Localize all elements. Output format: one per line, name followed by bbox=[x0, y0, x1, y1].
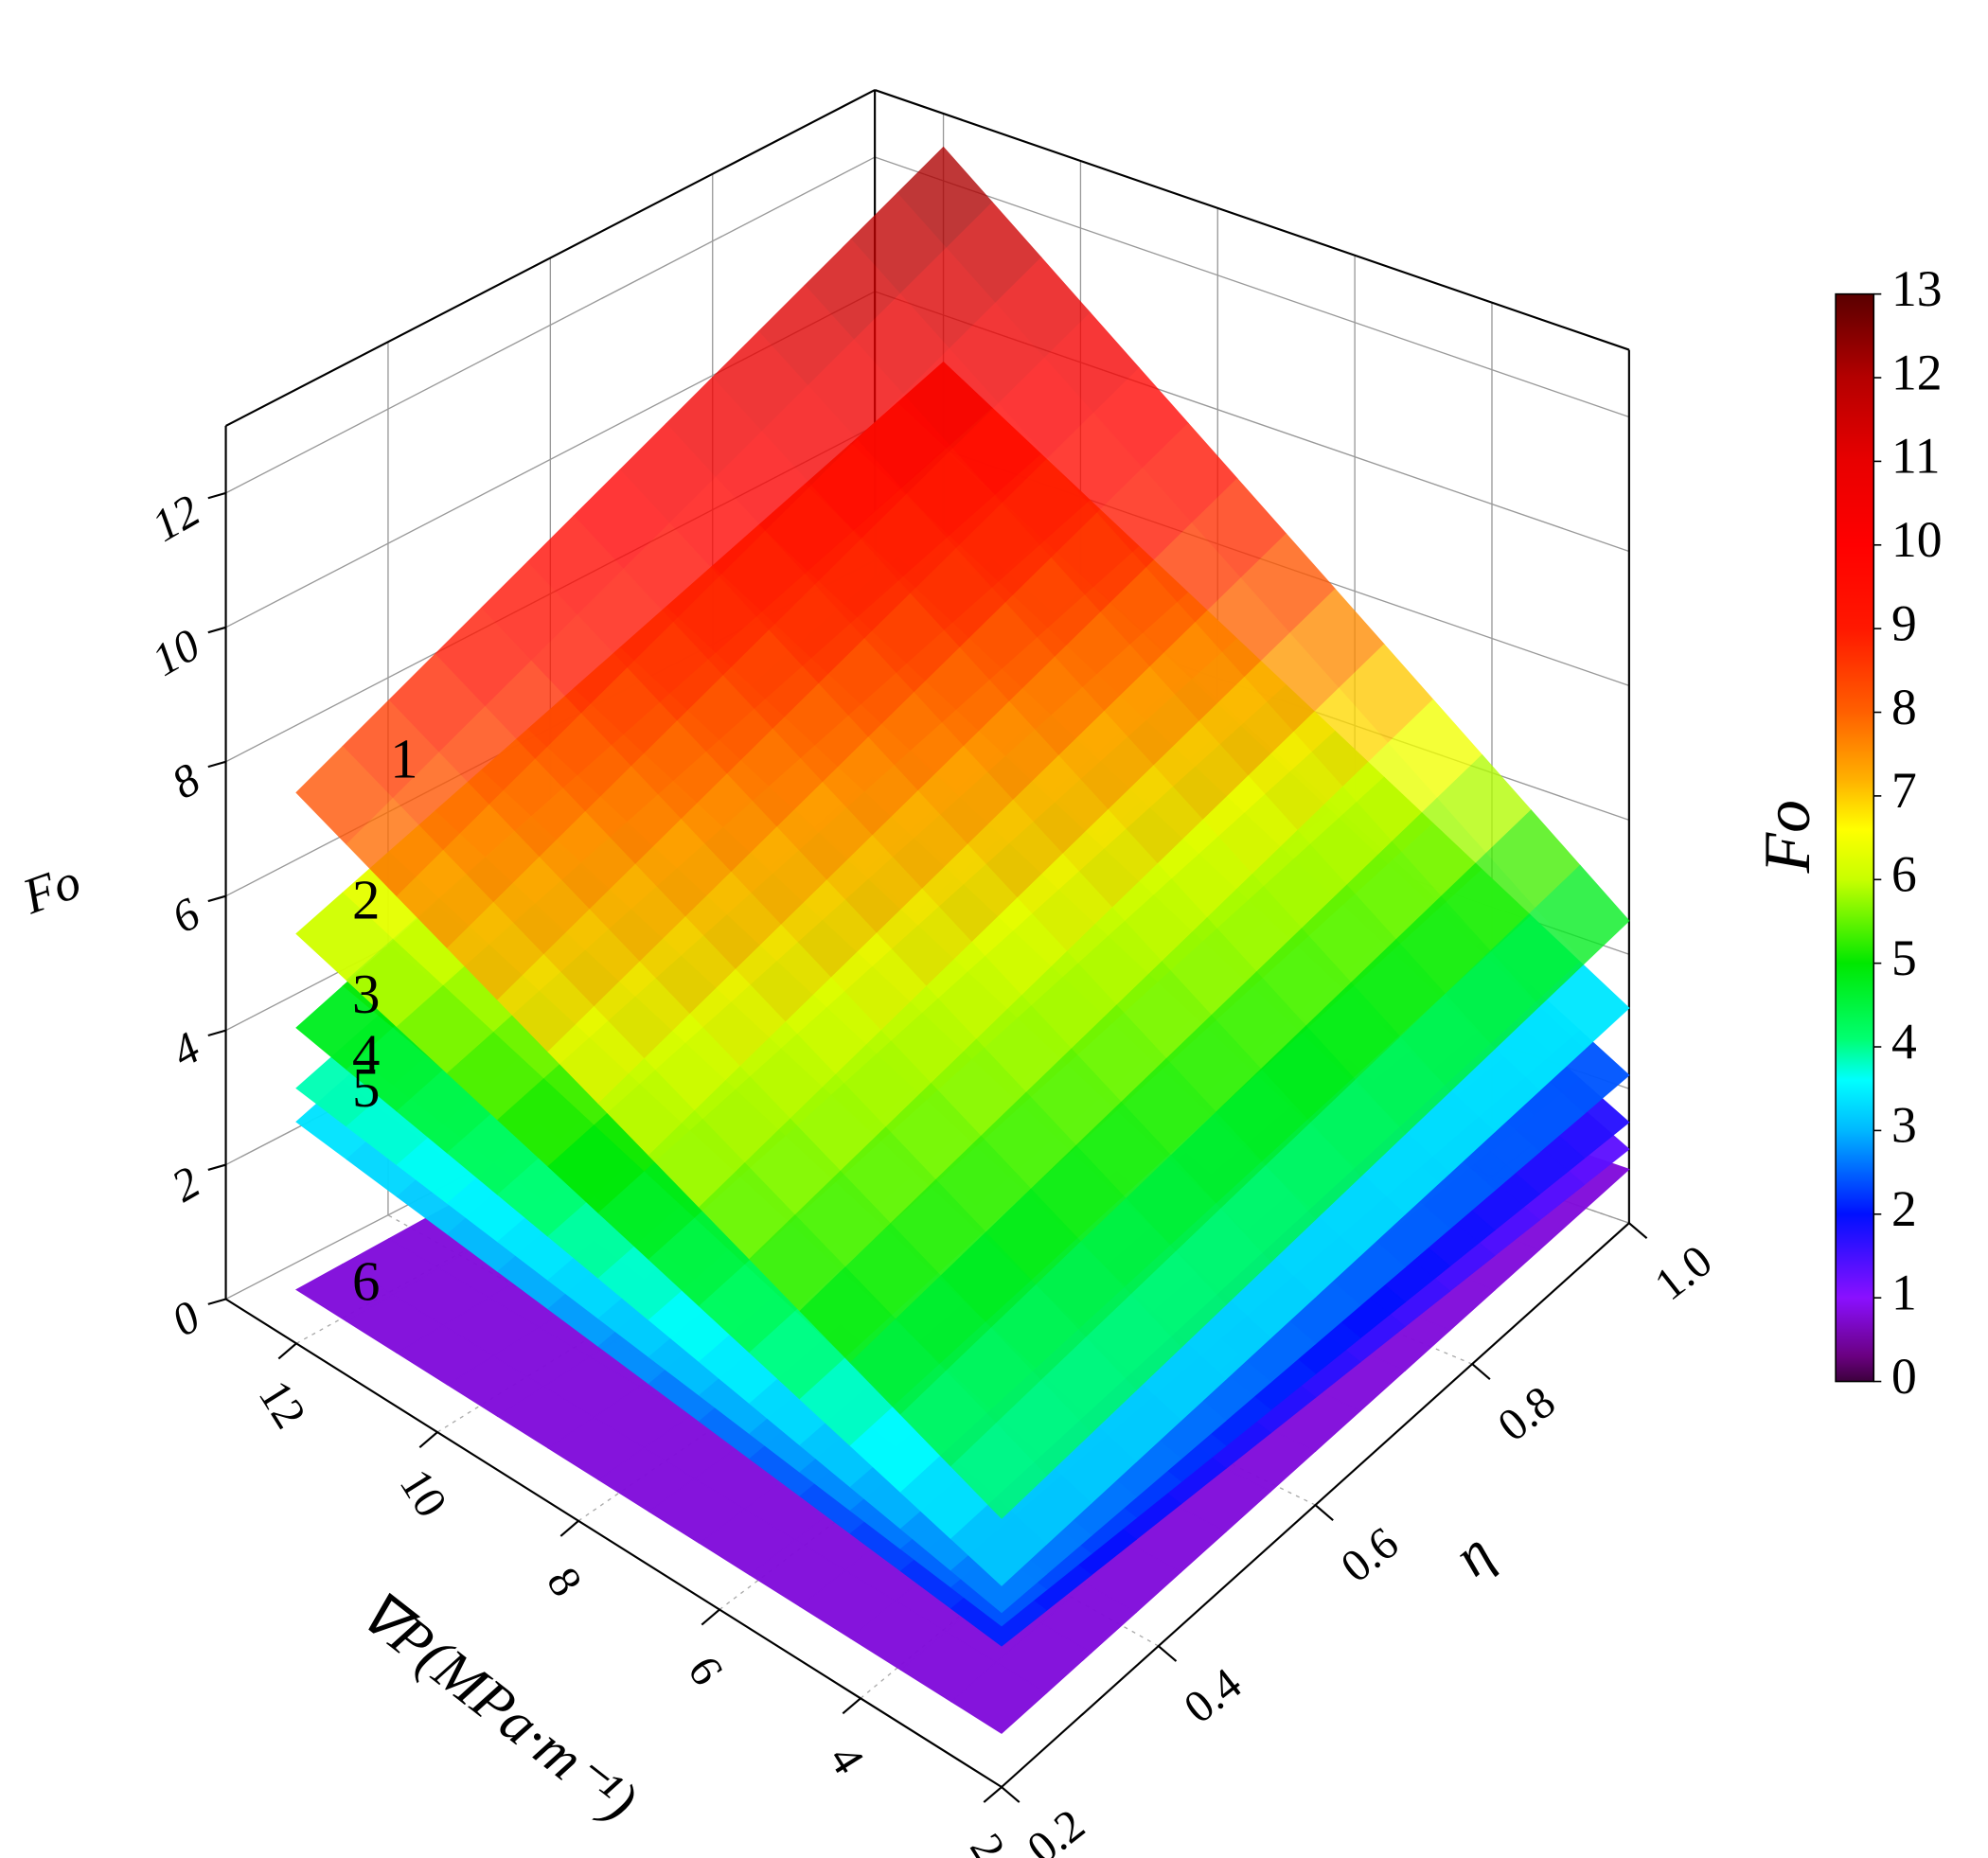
surfaces bbox=[294, 146, 1630, 1734]
z-tick-label: 12 bbox=[144, 486, 208, 552]
x-tick-label: 6 bbox=[678, 1648, 733, 1694]
x-tick-label: 12 bbox=[249, 1371, 315, 1437]
tick-mark bbox=[1314, 1504, 1334, 1521]
z-tick-label: 0 bbox=[164, 1291, 208, 1346]
y-tick-label: 0.6 bbox=[1332, 1517, 1408, 1592]
surface-label: 2 bbox=[352, 870, 380, 931]
y-tick-label: 0.8 bbox=[1489, 1376, 1565, 1451]
tick-mark bbox=[277, 1342, 297, 1360]
surface-label: 1 bbox=[390, 728, 417, 789]
tick-mark bbox=[207, 491, 226, 500]
z-axis-label: Fo bbox=[14, 852, 87, 925]
x-tick-label: 10 bbox=[390, 1460, 456, 1526]
colorbar-tick-label: 2 bbox=[1891, 1180, 1917, 1237]
tick-mark bbox=[207, 626, 226, 634]
x-tick-label: 4 bbox=[819, 1737, 874, 1783]
y-tick-label: 1.0 bbox=[1645, 1235, 1721, 1310]
tick-mark bbox=[207, 1029, 226, 1037]
tick-mark bbox=[207, 1298, 226, 1305]
tick-mark bbox=[207, 760, 226, 769]
colorbar-tick-label: 7 bbox=[1891, 762, 1917, 819]
tick-mark bbox=[207, 1163, 226, 1171]
grid-line bbox=[225, 156, 876, 494]
tick-mark bbox=[207, 894, 226, 903]
colorbar-tick-label: 9 bbox=[1891, 594, 1917, 651]
axis-line bbox=[224, 1298, 1003, 1788]
colorbar-tick-label: 11 bbox=[1891, 428, 1941, 485]
z-tick-label: 4 bbox=[164, 1023, 208, 1078]
surface-label: 6 bbox=[352, 1250, 380, 1312]
colorbar-tick-label: 13 bbox=[1891, 260, 1943, 317]
axis-line bbox=[225, 89, 876, 427]
colorbar-tick-label: 0 bbox=[1891, 1348, 1917, 1405]
surface-label: 3 bbox=[352, 964, 380, 1025]
tick-mark bbox=[1471, 1363, 1491, 1380]
colorbar-tick-label: 6 bbox=[1891, 846, 1917, 903]
y-axis-label: η bbox=[1442, 1521, 1505, 1589]
y-tick-label: 0.2 bbox=[1019, 1799, 1094, 1858]
x-tick-label: 2 bbox=[960, 1825, 1015, 1858]
colorbar bbox=[1835, 292, 1875, 1383]
colorbar-tick-label: 8 bbox=[1891, 679, 1917, 735]
tick-mark bbox=[1158, 1645, 1178, 1662]
tick-mark bbox=[1628, 1222, 1648, 1240]
colorbar-label: Fo bbox=[1751, 800, 1824, 874]
z-tick-label: 8 bbox=[164, 754, 208, 809]
surface bbox=[295, 146, 1630, 1519]
surface-label: 4 bbox=[352, 1024, 380, 1086]
colorbar-tick-label: 4 bbox=[1891, 1013, 1917, 1070]
axis-line bbox=[874, 89, 1630, 351]
colorbar-tick-label: 3 bbox=[1891, 1097, 1917, 1154]
tick-mark bbox=[701, 1608, 720, 1626]
colorbar-tick-label: 12 bbox=[1891, 344, 1943, 400]
grid-line bbox=[874, 156, 1630, 418]
colorbar-tick-label: 1 bbox=[1891, 1264, 1917, 1320]
tick-mark bbox=[983, 1786, 1003, 1803]
x-axis-label: ∇P(MPa·m⁻¹) bbox=[347, 1579, 648, 1833]
y-tick-label: 0.4 bbox=[1175, 1658, 1251, 1733]
z-tick-label: 6 bbox=[164, 889, 208, 944]
tick-mark bbox=[1001, 1786, 1021, 1803]
surface-cell bbox=[950, 1423, 1048, 1519]
z-tick-label: 2 bbox=[164, 1158, 208, 1212]
tick-mark bbox=[418, 1431, 438, 1448]
surface-label: 5 bbox=[352, 1057, 380, 1119]
tick-mark bbox=[842, 1697, 861, 1715]
colorbar-tick-label: 10 bbox=[1891, 511, 1943, 568]
x-tick-label: 8 bbox=[537, 1559, 592, 1605]
tick-mark bbox=[559, 1520, 579, 1537]
z-tick-label: 10 bbox=[144, 620, 208, 686]
surface-cell bbox=[950, 1661, 1048, 1734]
colorbar-tick-label: 5 bbox=[1891, 929, 1917, 986]
